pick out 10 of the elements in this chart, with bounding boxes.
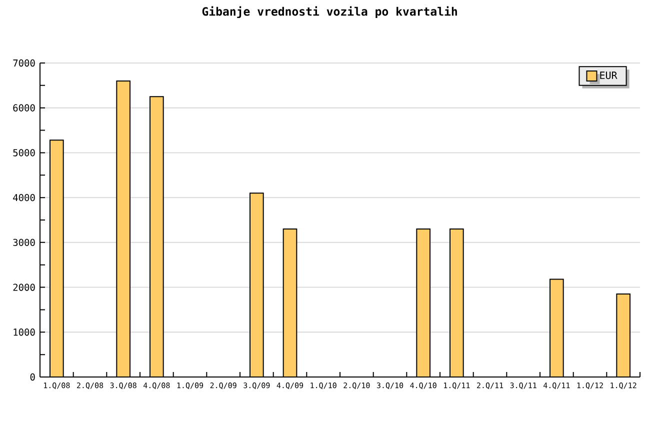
y-tick-label: 1000 [14, 328, 35, 336]
y-tick-label: 7000 [13, 59, 35, 67]
y-tick-label: 5000 [13, 149, 35, 156]
y-tick-label: 4000 [13, 194, 35, 202]
y-tick-label: 2000 [13, 284, 35, 291]
y-tick-label: 0 [30, 373, 35, 381]
y-tick-label: 6000 [13, 104, 35, 112]
y-tick-label: 3000 [13, 238, 35, 246]
legend-label: EUR [600, 72, 618, 80]
chart-title: Gibanje vrednosti vozila po kvartalih [202, 6, 457, 18]
